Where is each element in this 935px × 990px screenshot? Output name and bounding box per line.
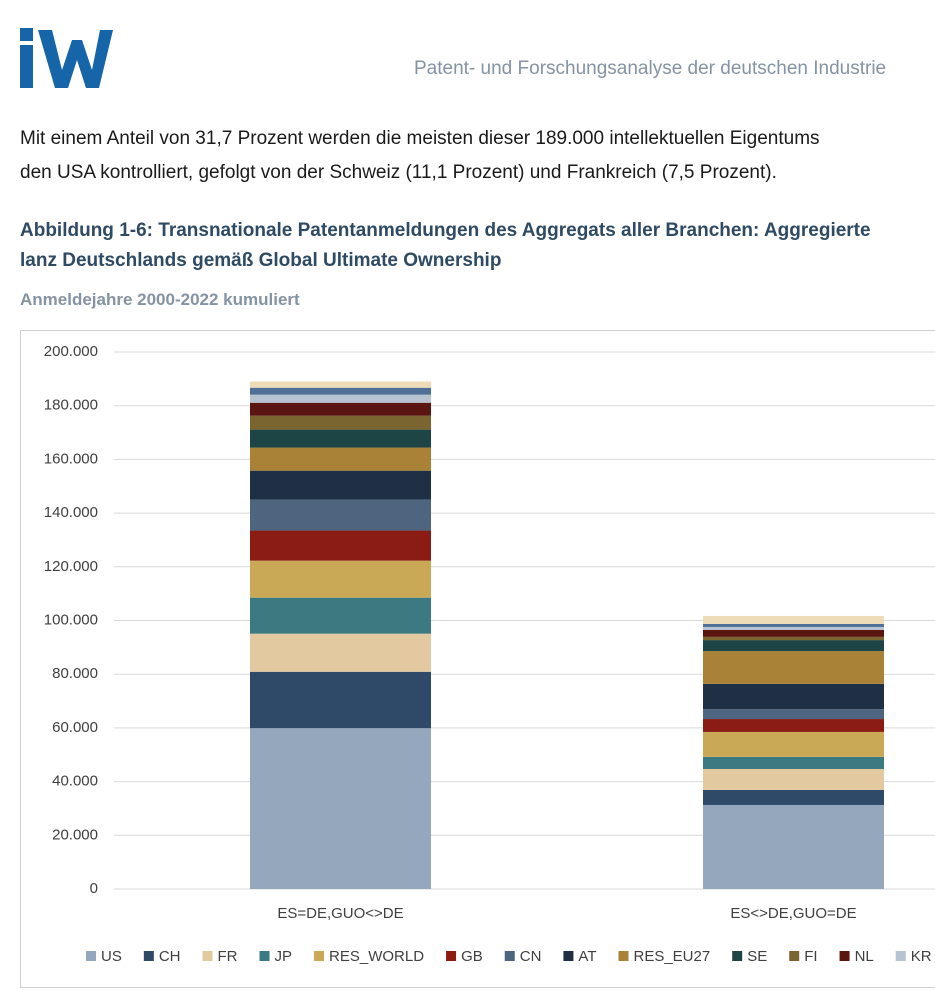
bar-segment bbox=[250, 429, 431, 448]
legend-label: KR bbox=[911, 948, 932, 965]
legend-swatch bbox=[732, 951, 743, 961]
legend-swatch bbox=[143, 951, 154, 961]
bar-segment bbox=[703, 804, 884, 889]
legend-label: SE bbox=[747, 948, 767, 965]
x-tick-label: ES=DE,GUO<>DE bbox=[277, 905, 403, 922]
legend-swatch bbox=[618, 951, 629, 961]
figure-title: Abbildung 1-6: Transnationale Patentanme… bbox=[20, 220, 871, 241]
bar-segment bbox=[250, 470, 431, 500]
bar-segment bbox=[250, 633, 431, 672]
legend-label: JP bbox=[275, 948, 293, 965]
legend-swatch bbox=[446, 951, 457, 961]
bar-segment bbox=[250, 447, 431, 471]
bar-segment bbox=[703, 623, 884, 627]
legend-swatch bbox=[314, 951, 325, 961]
legend-label: FI bbox=[804, 948, 817, 965]
running-title: Patent- und Forschungsanalyse der deutsc… bbox=[414, 58, 887, 79]
chart-subtitle: Anmeldejahre 2000-2022 kumuliert bbox=[20, 290, 300, 309]
bar-segment bbox=[250, 597, 431, 634]
bar-segment bbox=[703, 640, 884, 652]
legend-label: CH bbox=[159, 948, 181, 965]
paragraph-line: Mit einem Anteil von 31,7 Prozent werden… bbox=[20, 128, 820, 149]
legend-swatch bbox=[259, 951, 270, 961]
bar-segment bbox=[250, 671, 431, 729]
bar-segment bbox=[250, 381, 431, 388]
y-tick-label: 60.000 bbox=[52, 719, 98, 736]
bar-segment bbox=[250, 394, 431, 403]
legend-label: CN bbox=[520, 948, 542, 965]
y-tick-label: 40.000 bbox=[52, 773, 98, 790]
bar-segment bbox=[703, 719, 884, 732]
bar-segment bbox=[703, 731, 884, 757]
bar-segment bbox=[250, 499, 431, 531]
y-tick-label: 100.000 bbox=[44, 611, 98, 628]
bar-segment bbox=[250, 387, 431, 395]
legend-swatch bbox=[504, 951, 515, 961]
chart-frame bbox=[20, 330, 935, 988]
legend-swatch bbox=[563, 951, 574, 961]
legend-label: NL bbox=[855, 948, 874, 965]
bar-segment bbox=[703, 756, 884, 769]
bar-segment bbox=[250, 728, 431, 889]
legend-swatch bbox=[839, 951, 850, 961]
y-tick-label: 200.000 bbox=[44, 343, 98, 360]
bar-segment bbox=[250, 402, 431, 416]
bar-segment bbox=[703, 629, 884, 637]
legend-swatch bbox=[789, 951, 800, 961]
legend-label: AT bbox=[578, 948, 596, 965]
legend-label: US bbox=[101, 948, 122, 965]
bar-segment bbox=[703, 615, 884, 624]
y-tick-label: 140.000 bbox=[44, 504, 98, 521]
y-tick-label: 80.000 bbox=[52, 665, 98, 682]
bar-segment bbox=[703, 709, 884, 720]
legend-label: GB bbox=[461, 948, 483, 965]
bar-segment bbox=[703, 768, 884, 790]
bar-segment bbox=[703, 636, 884, 641]
y-tick-label: 120.000 bbox=[44, 558, 98, 575]
bar-segment bbox=[250, 530, 431, 561]
legend-swatch bbox=[895, 951, 906, 961]
legend-label: RES_WORLD bbox=[329, 948, 424, 965]
paragraph-line: den USA kontrolliert, gefolgt von der Sc… bbox=[20, 162, 777, 183]
legend-swatch bbox=[202, 951, 213, 961]
bar-segment bbox=[703, 683, 884, 710]
bar-segment bbox=[250, 560, 431, 598]
bar-segment bbox=[703, 789, 884, 805]
y-tick-label: 0 bbox=[90, 880, 98, 897]
legend-label: FR bbox=[218, 948, 238, 965]
y-tick-label: 180.000 bbox=[44, 397, 98, 414]
legend-label: RES_EU27 bbox=[633, 948, 710, 965]
figure-title: lanz Deutschlands gemäß Global Ultimate … bbox=[20, 250, 502, 271]
y-tick-label: 160.000 bbox=[44, 450, 98, 467]
logo bbox=[20, 28, 113, 88]
bar-segment bbox=[250, 415, 431, 430]
legend-swatch bbox=[86, 951, 96, 961]
bar-segment bbox=[703, 626, 884, 630]
x-tick-label: ES<>DE,GUO=DE bbox=[730, 905, 856, 922]
bar-segment bbox=[703, 651, 884, 684]
y-tick-label: 20.000 bbox=[52, 826, 98, 843]
